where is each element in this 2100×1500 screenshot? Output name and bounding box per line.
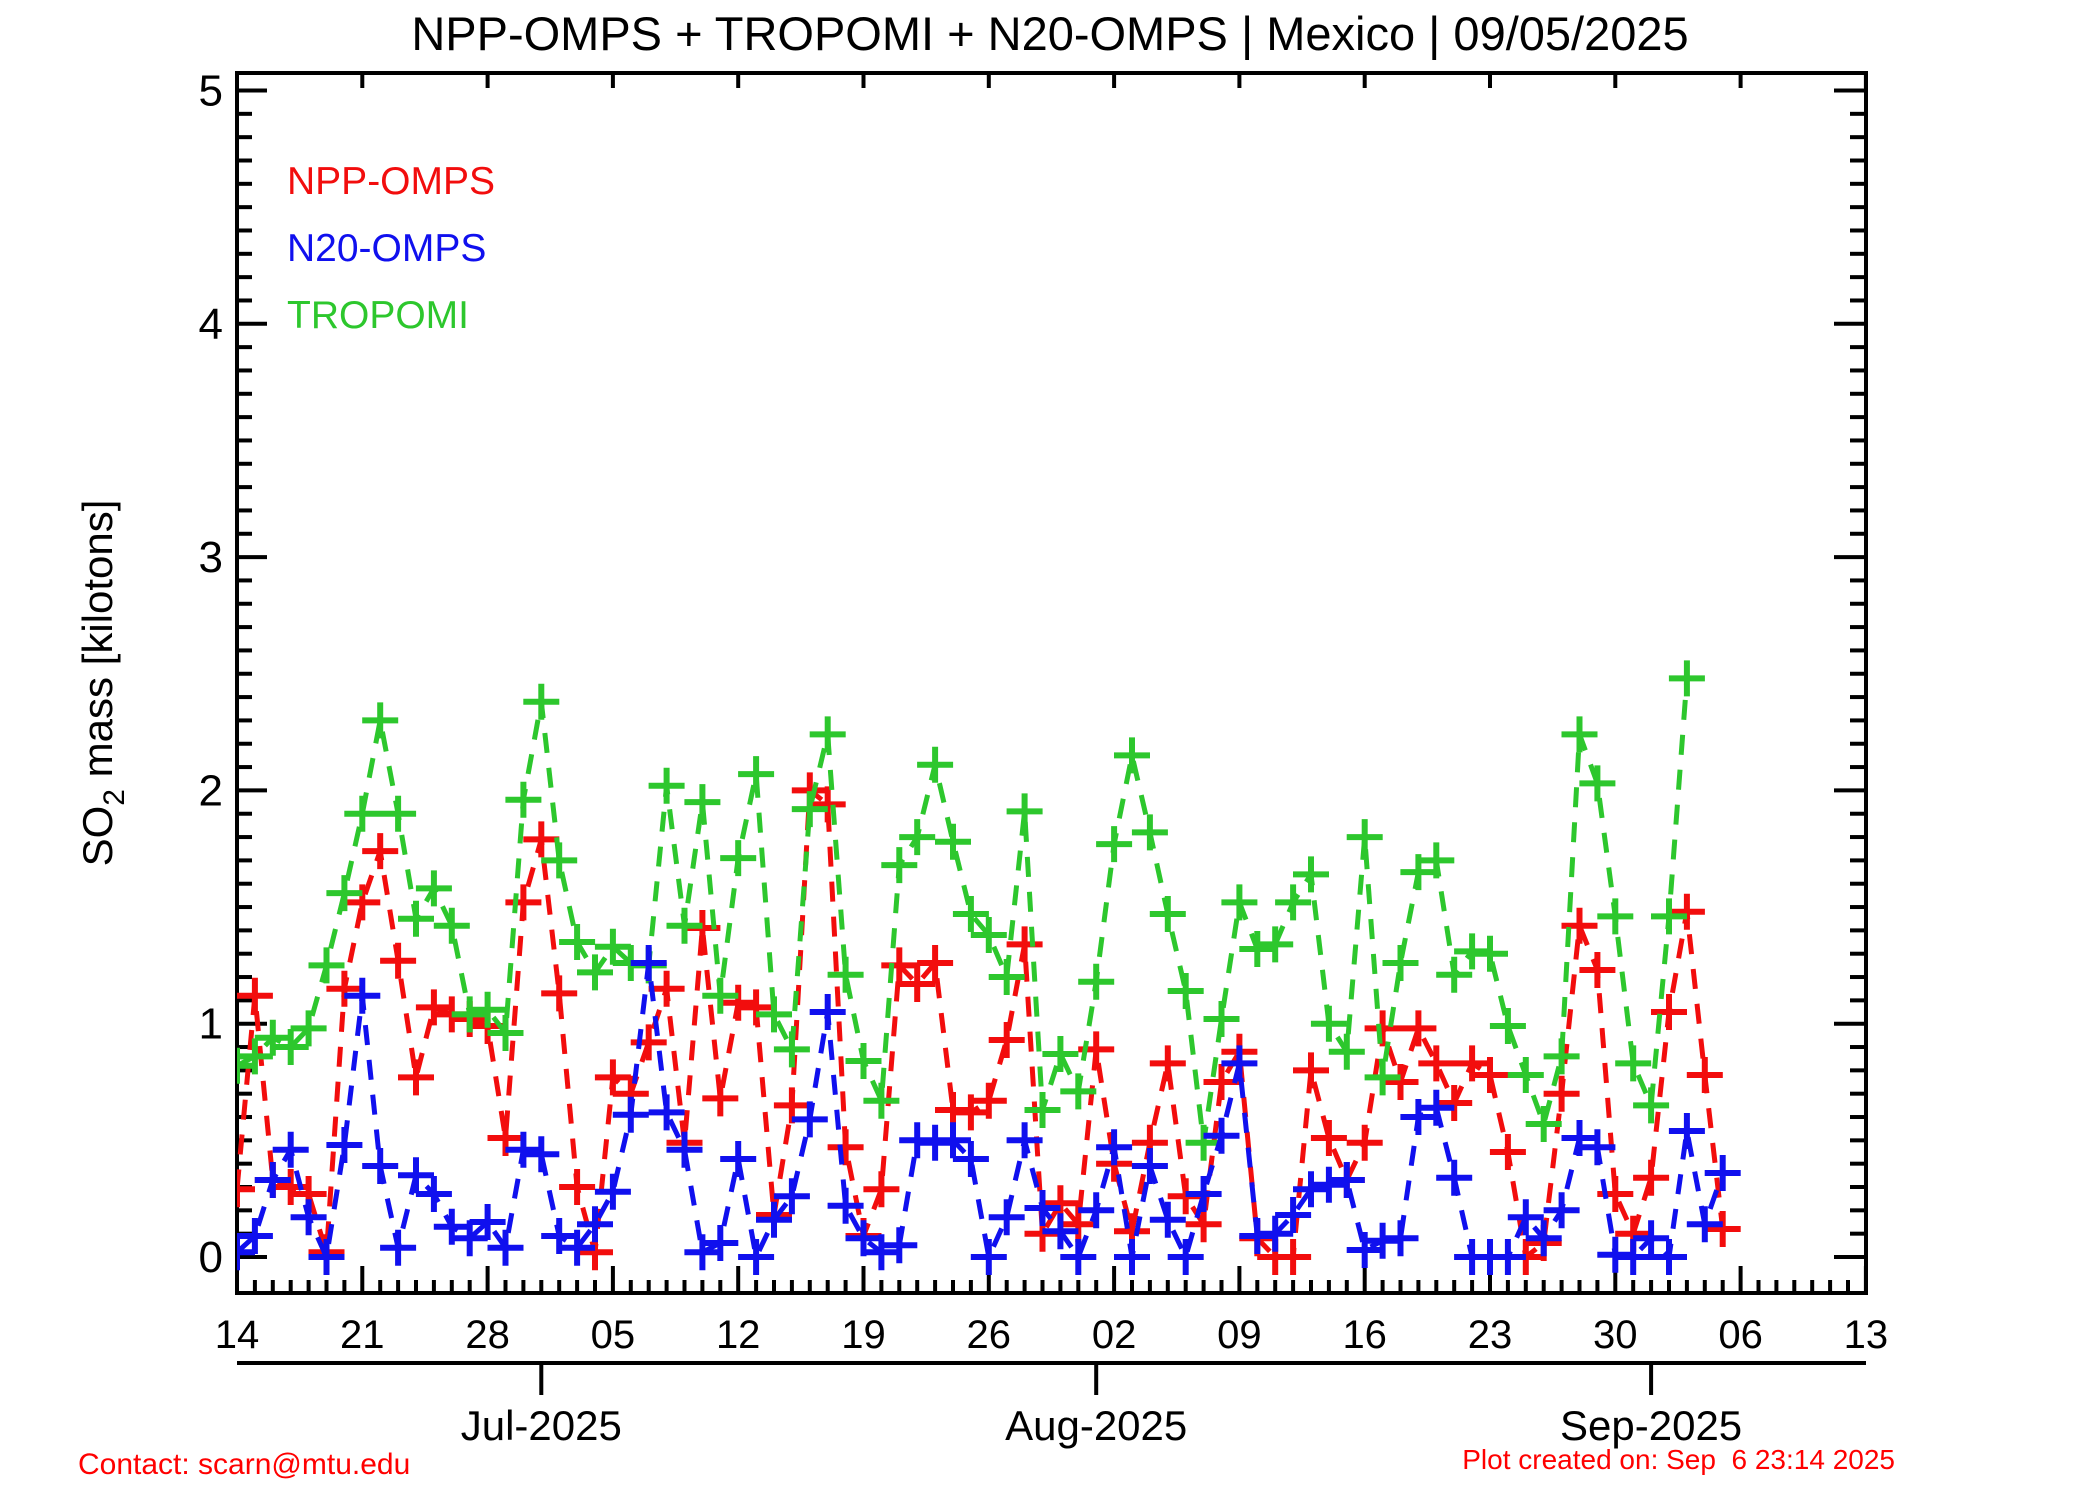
contact-text: Contact: scarn@mtu.edu [78,1448,411,1481]
month-axis: Jul-2025 Aug-2025 Sep-2025 [237,1361,1866,1449]
y-tick-label: 3 [199,533,223,582]
series-tropomi [237,660,1705,1161]
y-tick-label: 0 [199,1233,223,1282]
month-label: Aug-2025 [1005,1402,1187,1449]
plot-area [237,660,1741,1275]
x-tick-label: 05 [591,1313,636,1357]
y-tick-label: 1 [199,1000,223,1049]
legend-item-n20-omps: N20-OMPS [287,227,487,270]
x-tick-label: 16 [1342,1313,1387,1357]
chart-title: NPP-OMPS + TROPOMI + N20-OMPS | Mexico |… [411,7,1689,60]
x-tick-label: 30 [1593,1313,1638,1357]
month-label: Jul-2025 [461,1402,622,1449]
x-tick-label: 26 [967,1313,1012,1357]
axis-ticks [235,73,1868,1293]
plot-frame [235,71,1868,1295]
month-label: Sep-2025 [1560,1402,1742,1449]
x-tick-label: 28 [465,1313,510,1357]
series-markers [237,945,1741,1275]
x-tick-label: 09 [1217,1313,1262,1357]
series-n20-omps [237,945,1741,1275]
created-timestamp: Plot created on: Sep 6 23:14 2025 [1462,1444,1895,1475]
y-tick-label: 5 [199,67,223,116]
y-tick-label: 2 [199,766,223,815]
legend: NPP-OMPS N20-OMPS TROPOMI [287,148,495,349]
x-tick-label: 02 [1092,1313,1137,1357]
x-tick-label: 14 [215,1313,260,1357]
x-tick-label: 12 [716,1313,761,1357]
legend-item-npp-omps: NPP-OMPS [287,160,496,203]
y-axis-title: SO2 mass [kilotons] [74,500,131,867]
x-tick-label: 19 [841,1313,886,1357]
x-tick-label: 23 [1468,1313,1513,1357]
x-tick-label: 21 [340,1313,385,1357]
y-tick-label: 4 [199,300,223,349]
legend-item-tropomi: TROPOMI [287,294,469,337]
series-markers [237,660,1705,1161]
x-tick-label: 13 [1844,1313,1889,1357]
x-tick-label: 06 [1718,1313,1763,1357]
